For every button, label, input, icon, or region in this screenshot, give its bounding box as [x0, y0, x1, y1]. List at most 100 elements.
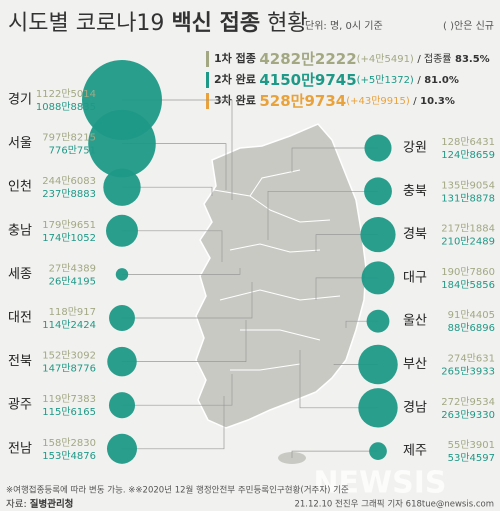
summary-rate-prefix: / [413, 96, 417, 107]
summary-line: 2차 완료 4150만9745(+5만1372) / 81.0% [214, 71, 459, 89]
first-dose: 158만2830 [42, 437, 96, 449]
region-name: 울산 [403, 314, 427, 329]
region-name: 제주 [403, 444, 427, 459]
leader-line [122, 396, 225, 450]
region-circle [360, 217, 396, 253]
leader-line [122, 143, 227, 190]
second-dose: 1088만8835 [36, 101, 96, 113]
title-b: 백신 접종 [171, 11, 260, 36]
second-dose: 26만4195 [49, 275, 96, 287]
region-name: 전남 [8, 441, 32, 456]
second-dose: 53만4597 [448, 452, 495, 464]
borders [213, 169, 341, 371]
region-circle [358, 388, 398, 428]
first-dose: 179만9651 [42, 219, 96, 231]
summary-total: 528만9734 [259, 92, 346, 110]
region-circle [364, 177, 392, 206]
second-dose: 776만751 [49, 145, 96, 157]
summary-label: 2차 완료 [214, 72, 256, 86]
note: ( )안은 신규 [443, 20, 494, 32]
first-dose: 119만7383 [42, 393, 96, 405]
region-circle [369, 442, 387, 460]
first-dose: 27만4389 [49, 262, 96, 274]
first-dose: 797만8215 [42, 132, 96, 144]
first-dose: 135만9054 [441, 179, 495, 191]
second-dose: 263만9330 [441, 409, 495, 421]
first-dose: 128만6431 [441, 136, 495, 148]
summary-rate-prefix: / 접종률 [417, 53, 451, 65]
region-name: 광주 [8, 398, 32, 413]
leader-line [267, 190, 378, 240]
first-dose: 244만6083 [42, 175, 96, 187]
first-dose: 272만9534 [441, 396, 495, 408]
summary-line: 3차 완료 528만9734(+43만9915) / 10.3% [214, 92, 455, 110]
region-name: 충북 [403, 184, 427, 199]
summary-label: 1차 접종 [214, 51, 256, 65]
summary-total: 4282만2222 [259, 50, 356, 68]
second-dose: 184만5856 [441, 279, 495, 291]
summary-total: 4150만9745 [259, 71, 356, 89]
summary-rate: 10.3% [420, 96, 455, 107]
region-circle [107, 346, 137, 377]
second-dose: 265만3933 [441, 366, 495, 378]
region-circle [106, 433, 138, 464]
second-dose: 114만2424 [42, 319, 96, 331]
summary-bar [206, 93, 209, 109]
region-name: 대구 [403, 270, 427, 285]
region-name: 인천 [8, 180, 32, 195]
title-c: 현황 [267, 11, 307, 36]
title: 시도별 코로나19 백신 접종 현황 [8, 11, 308, 36]
summary-rate-prefix: / [417, 75, 421, 86]
leader-line [122, 230, 223, 262]
first-dose: 274만631 [448, 353, 495, 365]
second-dose: 237만8883 [42, 188, 96, 200]
summary: 1차 접종 4282만2222(+4만5491) / 접종률 83.5% 2차 완… [206, 50, 490, 110]
first-dose: 190만7860 [441, 266, 495, 278]
source: 자료: 질병관리청 [6, 498, 73, 510]
second-dose: 88만6896 [448, 322, 495, 334]
summary-label: 3차 완료 [214, 93, 256, 107]
region-circle [88, 109, 156, 178]
first-dose: 1122만5014 [36, 88, 96, 100]
region-circle [108, 392, 136, 419]
summary-rate: 83.5% [455, 54, 490, 65]
source-label: 자료: [6, 499, 27, 510]
region-name: 서울 [8, 136, 32, 151]
summary-line: 1차 접종 4282만2222(+4만5491) / 접종률 83.5% [214, 50, 490, 68]
region-circle [366, 309, 390, 333]
summary-bar [206, 72, 209, 88]
summary-new: (+5만1372) [357, 74, 414, 86]
summary-new: (+4만5491) [357, 53, 414, 65]
first-dose: 152만3092 [42, 350, 96, 362]
first-dose: 217만1884 [441, 223, 495, 235]
second-dose: 131만8878 [441, 192, 495, 204]
region-circle [358, 344, 398, 385]
region-circle [361, 261, 395, 295]
footnotes: ※여행접종등록에 따라 변동 가능. ※※2020년 12월 행정안전부 주민등… [6, 485, 349, 496]
region-circle [109, 305, 135, 331]
region-name: 전북 [8, 354, 32, 369]
summary-rate: 81.0% [424, 75, 459, 86]
first-dose: 118만917 [49, 306, 96, 318]
region-circle [103, 168, 141, 206]
region-name: 대전 [8, 311, 32, 326]
leader-line [122, 320, 247, 362]
region-circle [115, 268, 129, 281]
leader-line [291, 147, 378, 172]
region-name: 경기 [8, 93, 32, 108]
second-dose: 174만1052 [42, 232, 96, 244]
leader-line [299, 350, 378, 409]
leader-line [315, 277, 378, 300]
credit: 21.12.10 전진우 그래픽 기자 618tue@newsis.com [294, 499, 494, 510]
summary-new: (+43만9915) [346, 95, 410, 107]
leader-line [122, 186, 213, 196]
second-dose: 153만4876 [42, 450, 96, 462]
leader-line [122, 282, 253, 319]
leader-line [122, 374, 233, 406]
region-name: 경북 [403, 227, 427, 242]
mainland [195, 123, 367, 429]
summary-bar [206, 51, 209, 67]
first-dose: 55만3901 [448, 439, 495, 451]
